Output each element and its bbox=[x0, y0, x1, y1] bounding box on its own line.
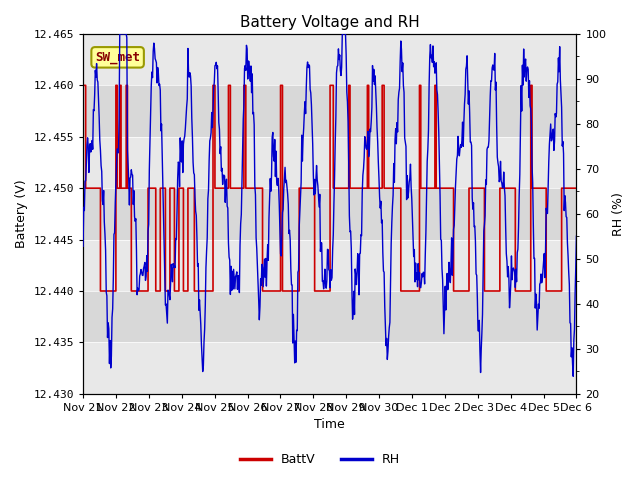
Bar bbox=[83, 137, 577, 188]
Bar bbox=[83, 85, 577, 137]
Text: SW_met: SW_met bbox=[95, 51, 140, 64]
Title: Battery Voltage and RH: Battery Voltage and RH bbox=[240, 15, 420, 30]
Bar bbox=[83, 342, 577, 394]
Legend: BattV, RH: BattV, RH bbox=[235, 448, 405, 471]
X-axis label: Time: Time bbox=[314, 419, 345, 432]
Bar bbox=[83, 240, 577, 291]
Bar bbox=[83, 34, 577, 85]
Y-axis label: RH (%): RH (%) bbox=[612, 192, 625, 236]
Bar bbox=[83, 291, 577, 342]
Y-axis label: Battery (V): Battery (V) bbox=[15, 180, 28, 248]
Bar bbox=[83, 188, 577, 240]
